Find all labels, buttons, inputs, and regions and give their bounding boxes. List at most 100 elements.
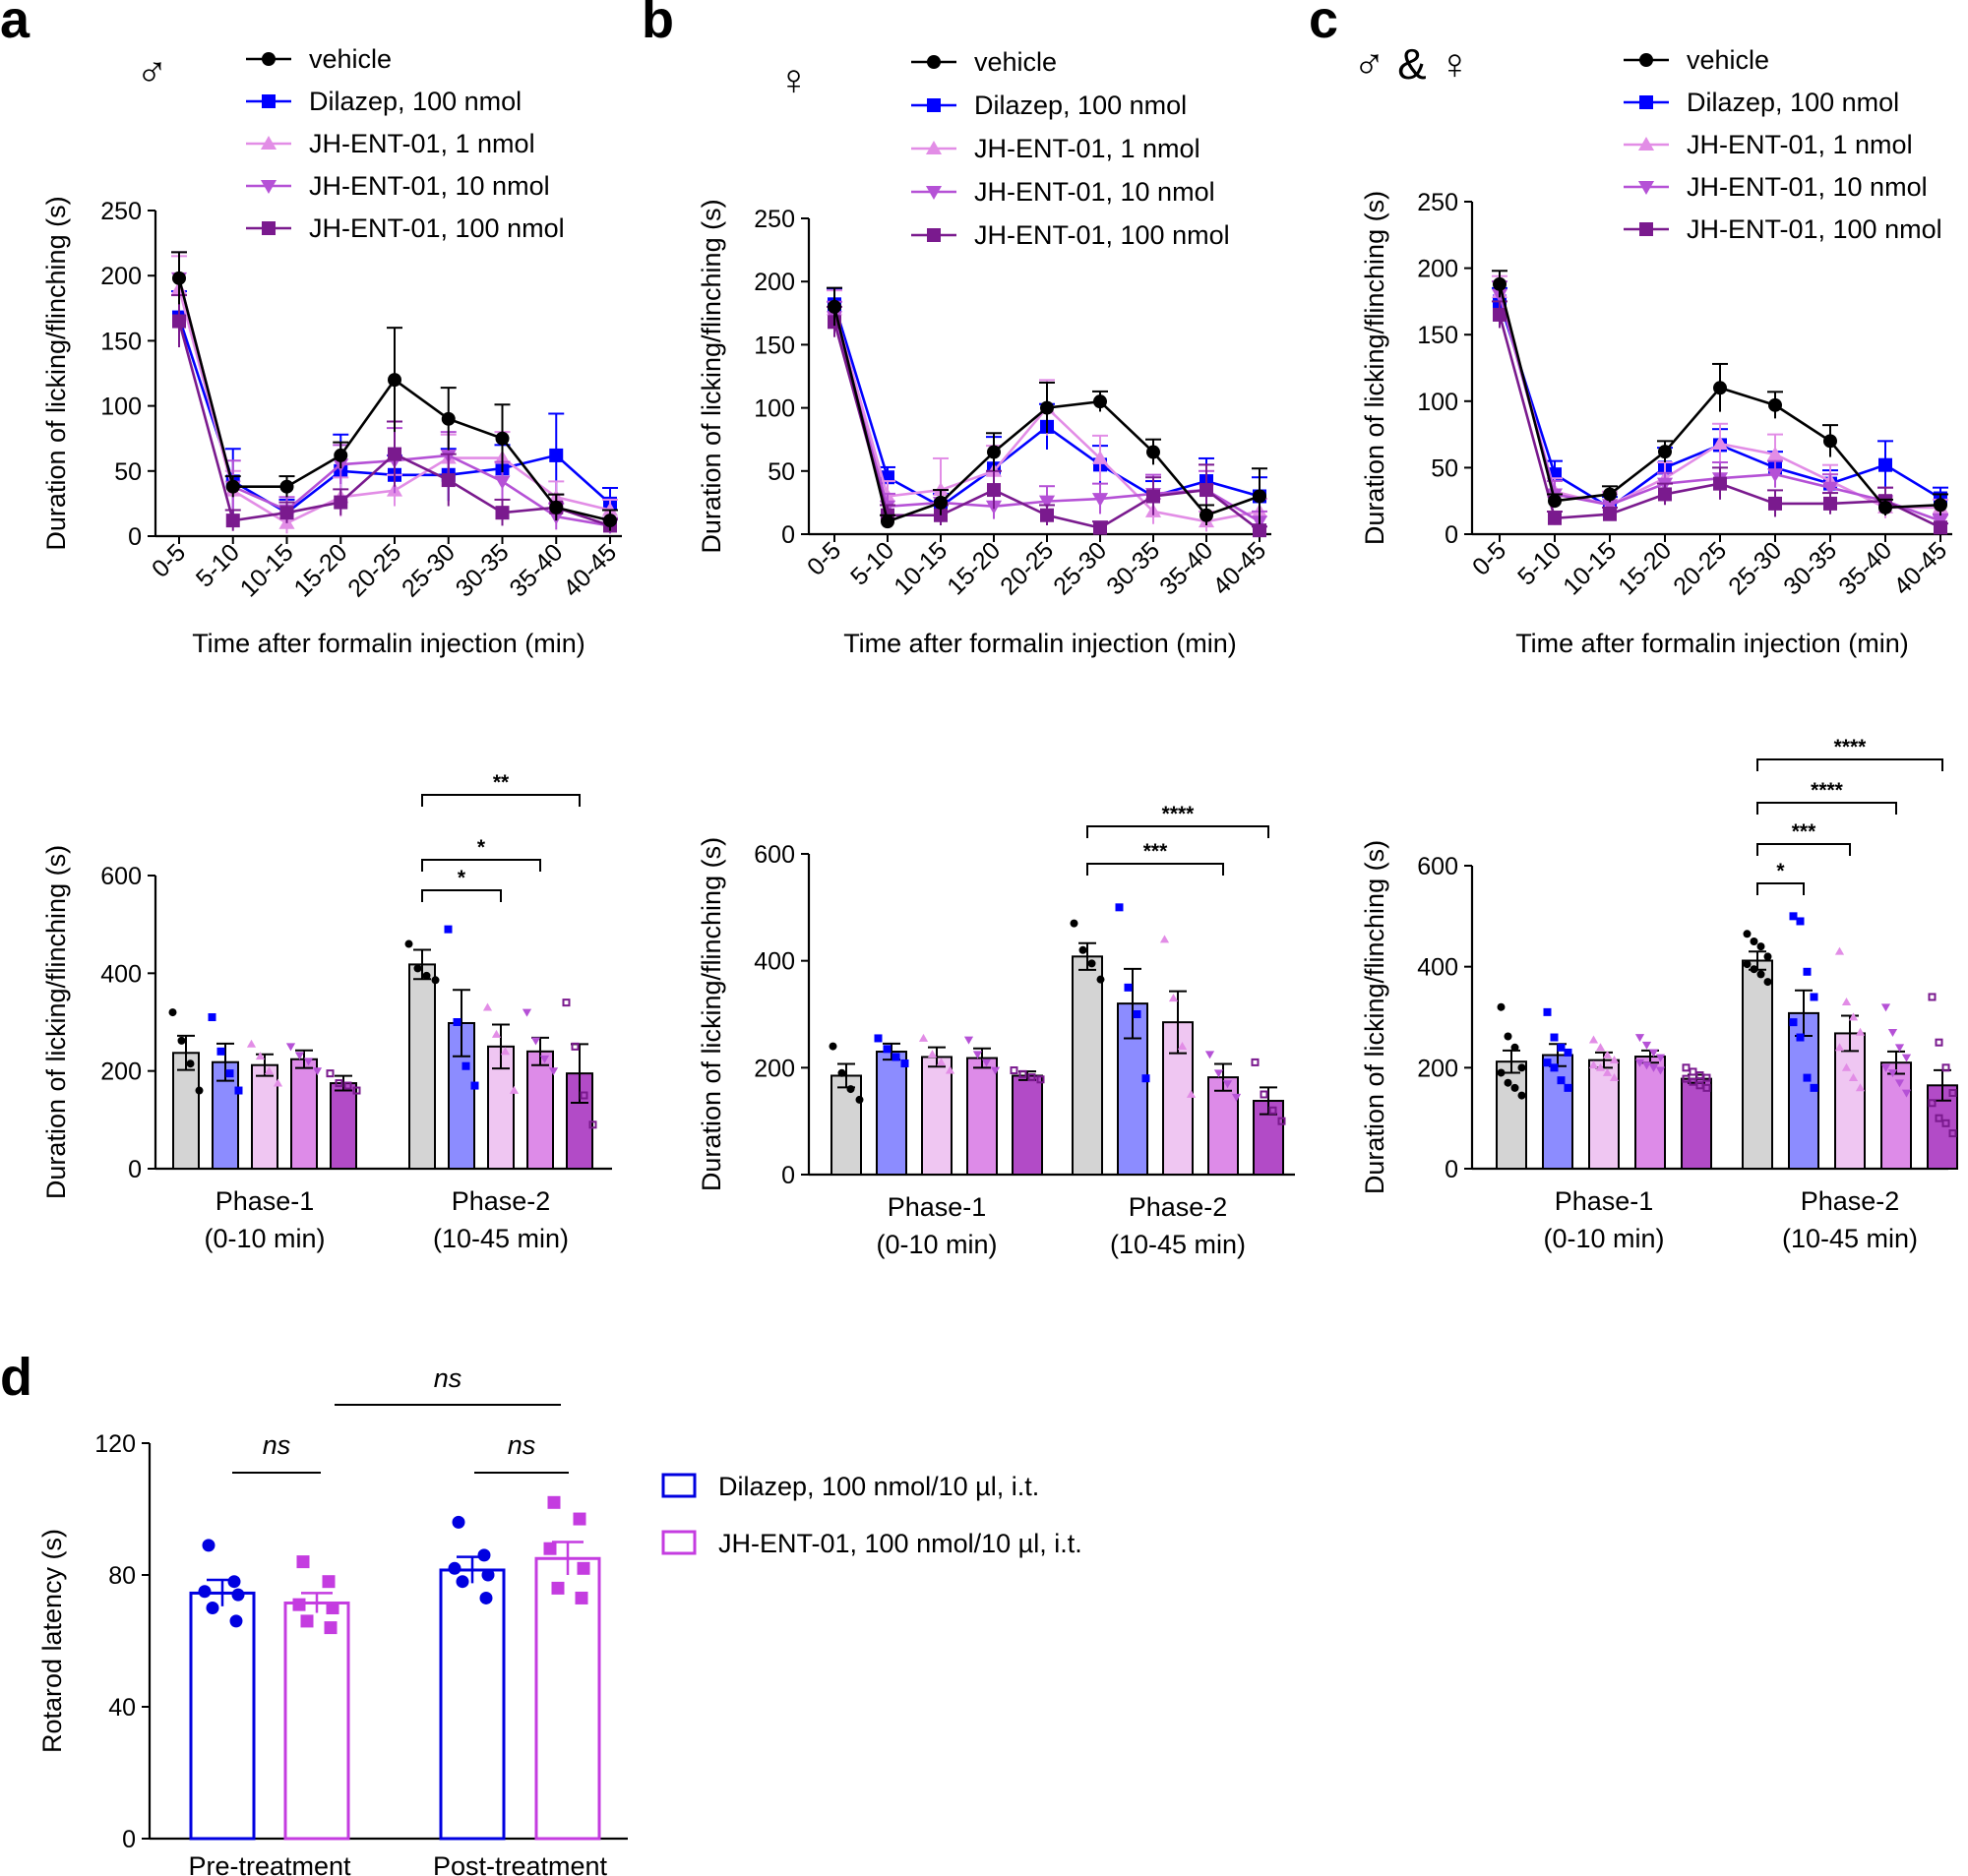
scatter-point	[1810, 993, 1818, 1001]
y-tick-label: 80	[108, 1562, 136, 1590]
scatter-point	[1204, 1051, 1215, 1059]
legend-item: JH-ENT-01, 10 nmol	[1624, 172, 1928, 202]
scatter-point	[1087, 959, 1096, 968]
legend-item: Dilazep, 100 nmol	[911, 91, 1187, 120]
bar	[1542, 1054, 1573, 1170]
data-point	[1493, 276, 1507, 291]
legend-label: Dilazep, 100 nmol	[974, 91, 1187, 120]
scatter-point	[1743, 930, 1752, 938]
scatter-point	[1928, 1099, 1937, 1108]
significance-label: ****	[1162, 803, 1196, 825]
data-point	[1713, 381, 1727, 395]
scatter-point	[1880, 1063, 1891, 1072]
legend-label: JH-ENT-01, 10 nmol	[1687, 172, 1928, 202]
legend-marker	[925, 140, 943, 154]
panel-label-a: a	[0, 0, 31, 49]
scatter-point	[1517, 1063, 1526, 1072]
scatter-point	[927, 1050, 938, 1059]
legend-item: Dilazep, 100 nmol/10 µl, i.t.	[661, 1472, 1039, 1501]
scatter-point	[1743, 960, 1752, 969]
scatter-point	[1504, 1032, 1512, 1041]
group-sublabel: (0-10 min)	[876, 1230, 997, 1259]
scatter-point	[461, 1061, 470, 1070]
scatter-point	[413, 964, 422, 973]
scatter-point	[1641, 1041, 1652, 1050]
scatter-point	[1133, 1010, 1141, 1018]
data-point	[1493, 307, 1507, 322]
y-tick-label: 150	[1417, 322, 1458, 349]
scatter-point	[1018, 1069, 1027, 1078]
scatter-point	[322, 1575, 336, 1589]
data-point	[987, 483, 1001, 498]
scatter-point	[1634, 1034, 1645, 1043]
data-point	[1093, 520, 1107, 535]
data-point	[1199, 483, 1213, 498]
scatter-point	[1543, 1007, 1552, 1016]
y-tick-label: 200	[754, 1055, 795, 1082]
legend-label: JH-ENT-01, 100 nmol	[309, 213, 565, 243]
y-tick-label: 200	[1417, 256, 1458, 283]
bar	[966, 1057, 998, 1177]
scatter-point	[1609, 1056, 1620, 1064]
scatter-point	[1810, 1083, 1818, 1092]
bar	[290, 1058, 318, 1171]
scatter-point	[202, 1539, 215, 1552]
scatter-point	[963, 1036, 974, 1045]
legend-marker	[262, 94, 276, 108]
data-point	[225, 479, 240, 494]
data-point	[495, 431, 510, 446]
scatter-point	[548, 1067, 559, 1076]
scatter-point	[573, 1512, 586, 1526]
scatter-point	[588, 1120, 597, 1129]
scatter-point	[352, 1086, 361, 1095]
scatter-point	[1901, 1089, 1912, 1098]
y-tick-label: 400	[1417, 954, 1458, 982]
scatter-point	[900, 1059, 909, 1067]
data-point	[441, 411, 456, 426]
scatter-point	[551, 1581, 565, 1595]
scatter-point	[1789, 1018, 1798, 1027]
data-point	[1040, 400, 1054, 415]
legend-marker	[927, 55, 941, 69]
scatter-point	[477, 1548, 491, 1562]
scatter-point	[479, 1591, 493, 1604]
scatter-point	[539, 1055, 550, 1063]
data-point	[1603, 487, 1617, 502]
panel-label-b: b	[642, 0, 674, 49]
data-point	[828, 299, 841, 314]
x-tick-label: 10-15	[1558, 536, 1622, 600]
data-point	[1040, 508, 1054, 522]
data-point	[1199, 508, 1213, 522]
bar	[1072, 955, 1103, 1176]
legend-marker	[260, 180, 277, 195]
x-tick-label: 25-30	[1723, 536, 1787, 600]
legend-marker	[262, 52, 276, 66]
scatter-point	[1168, 994, 1179, 1002]
scatter-point	[1609, 1073, 1620, 1081]
sex-symbol-a: ♂	[136, 48, 168, 96]
x-tick-label: 10-15	[235, 538, 299, 602]
legend-d: Dilazep, 100 nmol/10 µl, i.t. JH-ENT-01, …	[661, 1472, 1082, 1558]
y-tick-label: 0	[1445, 521, 1458, 549]
x-tick-label: 35-40	[504, 538, 568, 602]
scatter-point	[1901, 1054, 1912, 1062]
x-tick-label: 20-25	[995, 536, 1059, 600]
scatter-point	[1834, 946, 1845, 955]
scatter-point	[1880, 1003, 1891, 1012]
data-point	[172, 271, 186, 285]
scatter-point	[1231, 1093, 1242, 1102]
data-point	[1548, 494, 1562, 509]
y-tick-label: 200	[100, 263, 142, 290]
significance-bracket	[1756, 882, 1805, 895]
data-point	[388, 447, 401, 461]
scatter-point	[1855, 1083, 1866, 1092]
data-point	[1253, 523, 1266, 538]
scatter-point	[990, 1066, 1001, 1075]
data-point	[1091, 450, 1109, 464]
significance-label: ns	[508, 1430, 536, 1460]
scatter-point	[1268, 1106, 1277, 1115]
y-tick-label: 0	[128, 1156, 142, 1183]
scatter-point	[1588, 1035, 1599, 1044]
scatter-point	[482, 1002, 493, 1011]
